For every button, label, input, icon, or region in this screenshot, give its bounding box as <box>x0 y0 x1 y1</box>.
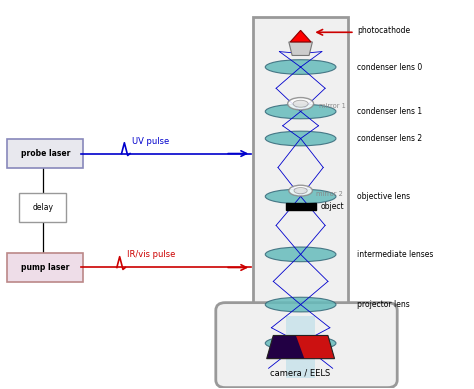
Ellipse shape <box>265 297 336 312</box>
Text: condenser lens 1: condenser lens 1 <box>357 107 422 116</box>
Bar <box>285 203 316 210</box>
Text: pump laser: pump laser <box>21 263 69 272</box>
FancyBboxPatch shape <box>7 139 83 168</box>
Ellipse shape <box>265 131 336 146</box>
Text: IR/vis pulse: IR/vis pulse <box>127 251 175 259</box>
Text: camera / EELS: camera / EELS <box>271 368 331 377</box>
FancyBboxPatch shape <box>19 193 66 222</box>
Ellipse shape <box>265 60 336 74</box>
FancyBboxPatch shape <box>7 253 83 282</box>
Text: mirror 1: mirror 1 <box>319 103 345 109</box>
FancyBboxPatch shape <box>216 303 397 387</box>
Text: mirror 2: mirror 2 <box>316 191 343 197</box>
Text: intermediate lenses: intermediate lenses <box>357 250 434 259</box>
Polygon shape <box>290 30 311 42</box>
Ellipse shape <box>288 98 314 110</box>
Text: objective lens: objective lens <box>357 192 410 201</box>
Ellipse shape <box>293 100 308 107</box>
Ellipse shape <box>265 247 336 262</box>
Text: condenser lens 0: condenser lens 0 <box>357 63 422 72</box>
Text: projector lens: projector lens <box>357 300 410 309</box>
Polygon shape <box>289 42 312 56</box>
Text: photocathode: photocathode <box>357 26 410 35</box>
FancyBboxPatch shape <box>286 316 315 378</box>
Polygon shape <box>267 335 335 359</box>
FancyBboxPatch shape <box>254 17 348 326</box>
Text: object: object <box>320 202 344 211</box>
Ellipse shape <box>289 185 312 196</box>
Ellipse shape <box>265 104 336 119</box>
Ellipse shape <box>265 189 336 204</box>
Ellipse shape <box>265 336 336 350</box>
Text: UV pulse: UV pulse <box>132 137 169 145</box>
Text: delay: delay <box>32 203 54 212</box>
Text: condenser lens 2: condenser lens 2 <box>357 134 422 143</box>
Ellipse shape <box>294 187 307 194</box>
Polygon shape <box>267 335 304 359</box>
Text: probe laser: probe laser <box>20 149 70 158</box>
